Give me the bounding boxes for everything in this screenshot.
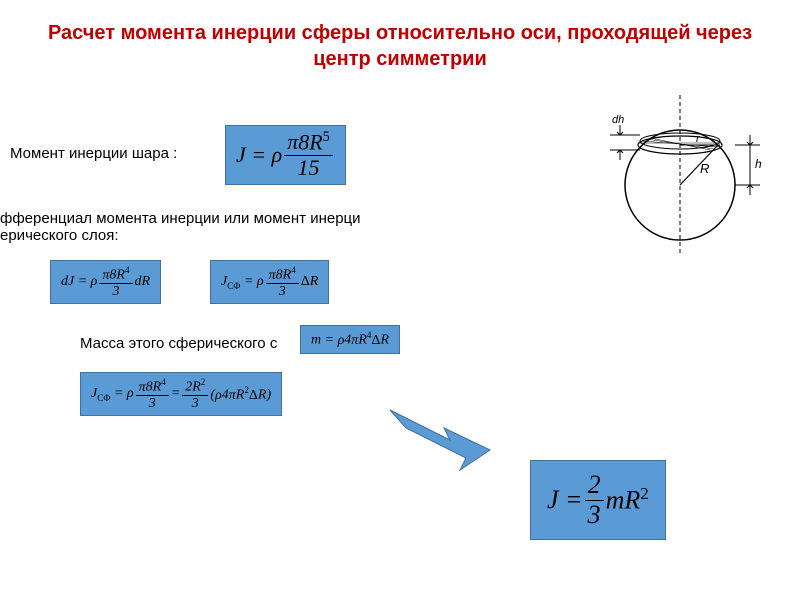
arrow-icon (380, 390, 510, 485)
formula-J-ball: J = 8R515 (225, 125, 346, 185)
formula-J-sph-expanded: JСФ = 8R43 = 2R23 (4R2R) (80, 372, 282, 416)
diagram-label-h: h (755, 157, 762, 171)
diagram-label-dh: dh (612, 114, 624, 126)
diagram-label-R: R (700, 161, 709, 176)
formula-result: J = 23 mR2 (530, 460, 666, 540)
page-title: Расчет момента инерции сферы относительн… (0, 0, 800, 82)
formula-dJ: dJ = 8R43 dR (50, 260, 161, 304)
label-moment-ball: Момент инерции шара : (10, 145, 177, 162)
formula-J-sph: JСФ = 8R43 R (210, 260, 329, 304)
formula-mass: m = 4R4R (300, 325, 400, 354)
label-mass: Масса этого сферического с (80, 335, 277, 352)
sphere-diagram: r R dh h (590, 95, 770, 245)
label-differential: фференциал момента инерции или момент ин… (0, 210, 361, 244)
